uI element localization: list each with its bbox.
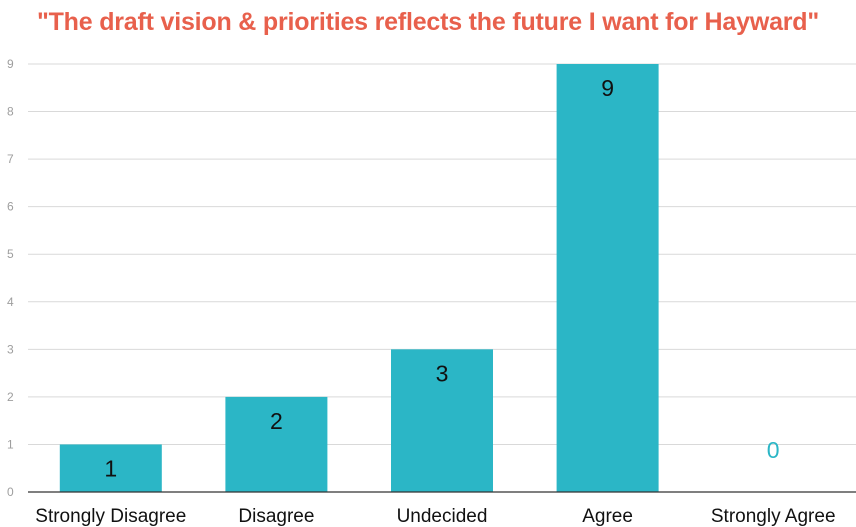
y-tick-label: 5 [7, 247, 14, 261]
data-label: 3 [436, 360, 449, 386]
bar [225, 396, 328, 492]
y-tick-label: 1 [7, 437, 14, 451]
category-label: Disagree [238, 506, 314, 527]
data-label: 2 [270, 408, 283, 434]
y-tick-label: 7 [7, 152, 14, 166]
chart-title: "The draft vision & priorities reflects … [36, 8, 820, 36]
y-axis-ticks: 0 1 2 3 4 5 6 7 8 9 [7, 57, 14, 499]
bar [556, 64, 659, 492]
category-label: Strongly Agree [711, 506, 836, 527]
bars [59, 64, 659, 492]
category-label: Strongly Disagree [35, 506, 186, 527]
data-label: 1 [104, 455, 117, 481]
bar [59, 444, 162, 492]
data-label: 0 [767, 437, 780, 463]
y-tick-label: 4 [7, 295, 14, 309]
y-tick-label: 8 [7, 105, 14, 119]
category-label: Undecided [397, 506, 488, 527]
category-label: Agree [582, 506, 633, 527]
data-label: 9 [601, 75, 614, 101]
y-tick-label: 6 [7, 200, 14, 214]
category-labels: Strongly Disagree Disagree Undecided Agree S… [35, 506, 835, 527]
y-tick-label: 0 [7, 485, 14, 499]
bar [391, 349, 493, 492]
y-tick-label: 2 [7, 390, 14, 404]
y-tick-label: 9 [7, 57, 14, 71]
y-tick-label: 3 [7, 342, 14, 356]
data-labels: 1 2 3 9 0 [104, 75, 779, 481]
